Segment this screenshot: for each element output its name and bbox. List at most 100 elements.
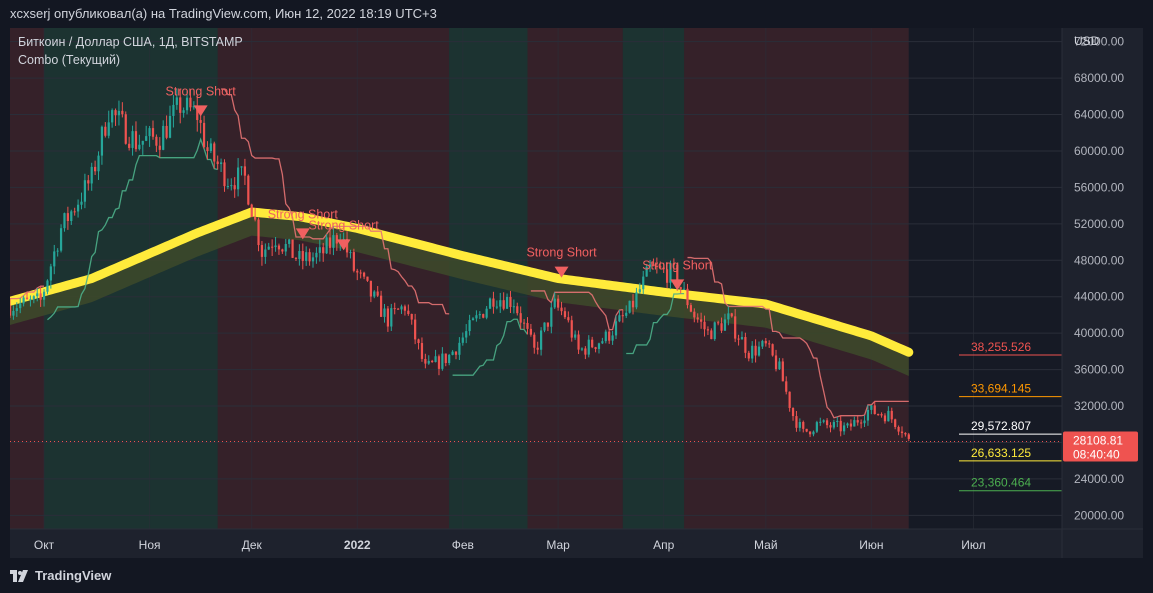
candle-body xyxy=(360,273,362,274)
candle-body xyxy=(591,340,593,348)
candle-body xyxy=(809,432,811,435)
candle-body xyxy=(550,307,552,326)
candle-body xyxy=(138,145,140,149)
candle-body xyxy=(356,271,358,273)
candle-body xyxy=(387,309,389,327)
x-tick-label: Ноя xyxy=(139,538,161,552)
candle-body xyxy=(332,235,334,248)
candle-body xyxy=(302,251,304,261)
signal-label: Strong Short xyxy=(166,84,237,98)
candle-body xyxy=(26,298,28,300)
regime-bear-6 xyxy=(684,28,909,529)
candle-body xyxy=(10,306,11,316)
candle-body xyxy=(186,98,188,111)
candle-body xyxy=(373,292,375,297)
candle-body xyxy=(840,421,842,431)
candle-body xyxy=(605,332,607,342)
x-tick-label: Июн xyxy=(859,538,883,552)
candle-body xyxy=(87,180,89,183)
candle-body xyxy=(326,237,328,253)
candle-body xyxy=(799,422,801,428)
y-tick-label: 36000.00 xyxy=(1074,363,1124,377)
footer-brand[interactable]: TradingView xyxy=(10,568,111,583)
candle-body xyxy=(540,330,542,349)
candle-body xyxy=(611,335,613,340)
candle-body xyxy=(635,292,637,307)
candle-body xyxy=(278,246,280,250)
candle-body xyxy=(271,247,273,248)
candle-body xyxy=(465,331,467,337)
candle-body xyxy=(557,299,559,308)
candle-body xyxy=(571,320,573,337)
candle-body xyxy=(183,110,185,113)
candle-body xyxy=(690,305,692,312)
candle-body xyxy=(40,293,42,299)
candle-body xyxy=(264,249,266,256)
candle-body xyxy=(227,186,229,187)
candle-body xyxy=(710,330,712,339)
x-tick-label: Окт xyxy=(34,538,55,552)
candle-body xyxy=(523,323,525,324)
x-tick-label: Мар xyxy=(546,538,570,552)
candle-body xyxy=(118,111,120,115)
regime-bear-0 xyxy=(10,28,44,529)
candle-body xyxy=(458,343,460,355)
candle-body xyxy=(802,422,804,429)
candle-body xyxy=(806,429,808,432)
candle-body xyxy=(581,348,583,349)
candle-body xyxy=(499,300,501,306)
candle-body xyxy=(366,277,368,281)
candle-body xyxy=(428,361,430,364)
candle-body xyxy=(496,307,498,308)
candle-body xyxy=(720,323,722,331)
candle-body xyxy=(625,313,627,316)
candle-body xyxy=(588,340,590,355)
candle-body xyxy=(29,299,31,300)
candle-body xyxy=(819,422,821,423)
candle-body xyxy=(513,306,515,307)
candle-body xyxy=(537,348,539,350)
candle-body xyxy=(104,127,106,136)
candle-body xyxy=(526,323,528,329)
candle-body xyxy=(629,301,631,313)
candle-body xyxy=(846,424,848,426)
candle-body xyxy=(857,420,859,422)
y-tick-label: 24000.00 xyxy=(1074,472,1124,486)
candle-body xyxy=(789,392,791,408)
candle-body xyxy=(70,211,72,221)
candle-body xyxy=(308,252,310,261)
candle-body xyxy=(94,167,96,171)
candle-body xyxy=(251,205,253,217)
candle-body xyxy=(363,273,365,277)
candle-body xyxy=(200,120,202,123)
candle-body xyxy=(414,320,416,340)
candle-body xyxy=(520,313,522,323)
candle-body xyxy=(863,421,865,424)
candle-body xyxy=(724,319,726,330)
candle-body xyxy=(731,313,733,316)
candle-body xyxy=(237,168,239,190)
candle-body xyxy=(16,308,18,311)
candle-body xyxy=(404,306,406,310)
y-tick-label: 60000.00 xyxy=(1074,144,1124,158)
last-price-value: 28108.81 xyxy=(1073,433,1123,447)
candle-body xyxy=(462,338,464,343)
level-label: 26,633.125 xyxy=(971,446,1031,460)
candle-body xyxy=(172,105,174,116)
signal-label: Strong Short xyxy=(309,218,380,232)
candle-body xyxy=(503,300,505,309)
candle-body xyxy=(714,322,716,339)
candle-body xyxy=(288,239,290,243)
candle-body xyxy=(584,348,586,354)
candle-body xyxy=(390,308,392,326)
candle-body xyxy=(152,128,154,137)
chart-panel[interactable]: Strong Short Strong Short Strong Short Stro… xyxy=(10,28,1143,558)
candle-body xyxy=(632,301,634,308)
candle-body xyxy=(63,213,65,228)
candle-body xyxy=(894,419,896,427)
y-tick-label: 20000.00 xyxy=(1074,508,1124,522)
candle-body xyxy=(319,247,321,253)
candle-body xyxy=(554,299,556,308)
candle-body xyxy=(577,334,579,349)
